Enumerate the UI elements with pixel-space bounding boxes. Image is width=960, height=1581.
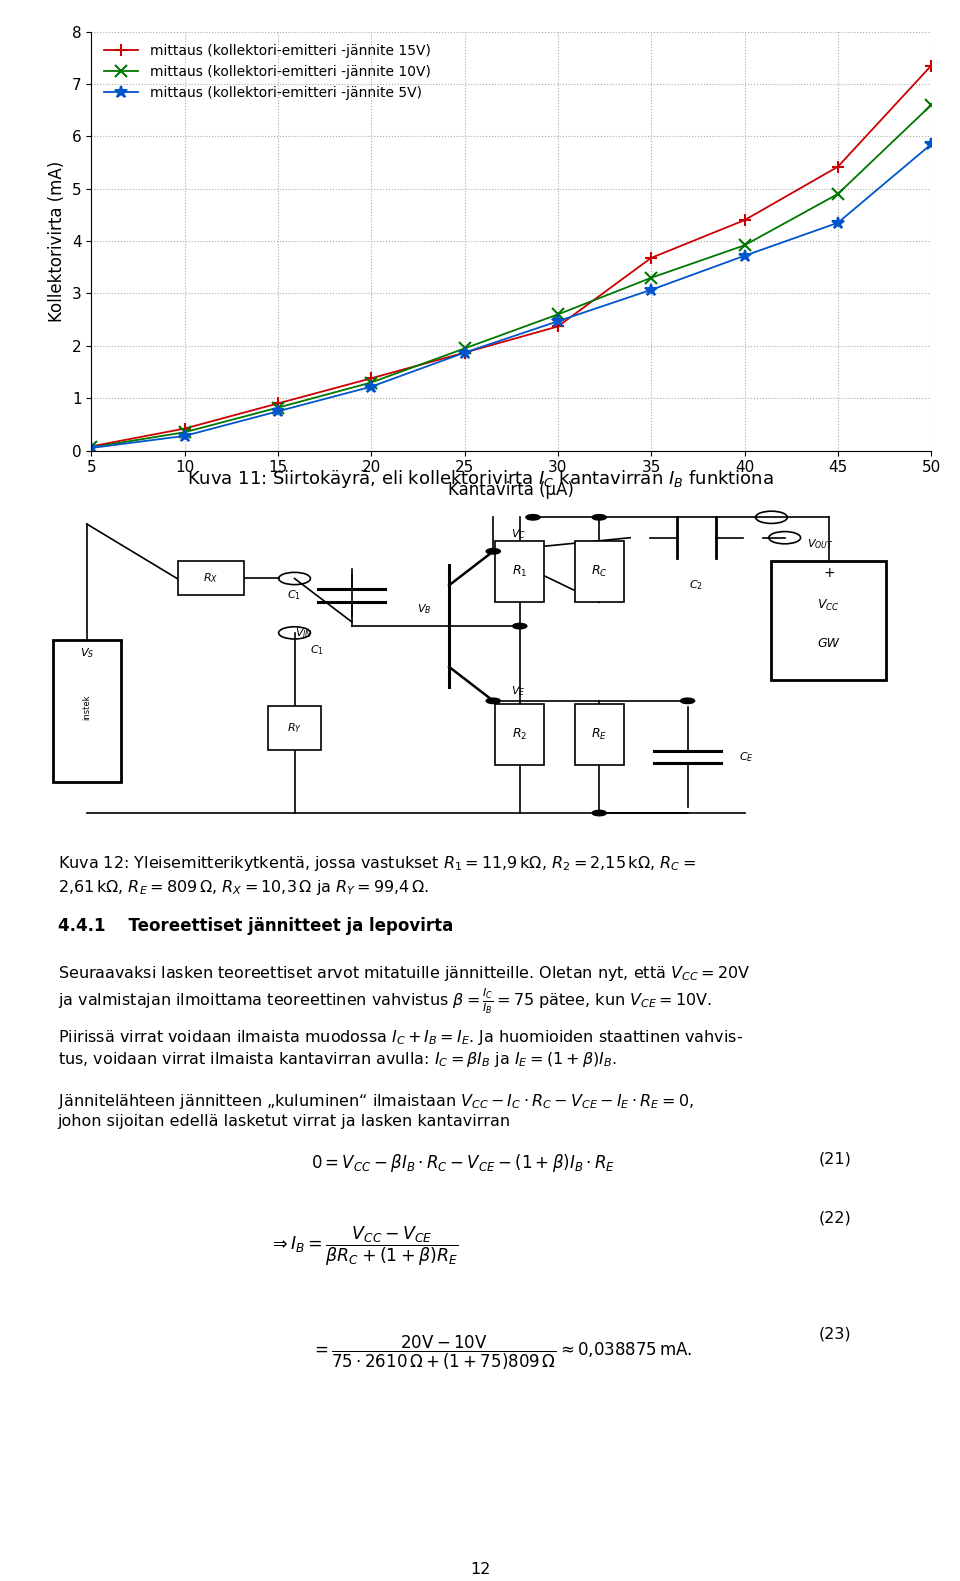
Text: tus, voidaan virrat ilmaista kantavirran avulla: $I_C = \beta I_B$ ja $I_E = (1 : tus, voidaan virrat ilmaista kantavirran… [58, 1050, 616, 1069]
Circle shape [592, 514, 607, 520]
Bar [54, 640, 121, 783]
Text: Piirissä virrat voidaan ilmaista muodossa $I_C + I_B = I_E$. Ja huomioiden staat: Piirissä virrat voidaan ilmaista muodoss… [58, 1028, 743, 1047]
mittaus (kollektori-emitteri -jännite 10V) [85, 438, 97, 457]
Circle shape [681, 699, 695, 704]
Text: $C_E$: $C_E$ [739, 749, 754, 764]
mittaus (kollektori-emitteri -jännite 5V) [459, 343, 470, 362]
Bar [772, 561, 886, 680]
Text: $C_2$: $C_2$ [689, 579, 704, 593]
Text: $V_{IN}$: $V_{IN}$ [295, 626, 312, 640]
mittaus (kollektori-emitteri -jännite 10V) [272, 398, 283, 417]
Text: Jännitelähteen jännitteen „kuluminen“ ilmaistaan $V_{CC} - I_C \cdot R_C - V_{CE: Jännitelähteen jännitteen „kuluminen“ il… [58, 1092, 693, 1111]
Text: $C_1$: $C_1$ [310, 643, 324, 656]
Text: GW: GW [818, 637, 840, 650]
Text: $R_C$: $R_C$ [590, 564, 608, 579]
mittaus (kollektori-emitteri -jännite 10V) [366, 373, 377, 392]
Text: (23): (23) [819, 1326, 852, 1341]
mittaus (kollektori-emitteri -jännite 10V) [552, 305, 564, 324]
Text: Seuraavaksi lasken teoreettiset arvot mitatuille jännitteille. Oletan nyt, että : Seuraavaksi lasken teoreettiset arvot mi… [58, 964, 750, 983]
mittaus (kollektori-emitteri -jännite 15V) [832, 157, 844, 175]
Legend: mittaus (kollektori-emitteri -jännite 15V), mittaus (kollektori-emitteri -jännit: mittaus (kollektori-emitteri -jännite 15… [98, 38, 436, 106]
Text: $V_S$: $V_S$ [80, 647, 94, 661]
Text: $V_E$: $V_E$ [511, 683, 525, 697]
mittaus (kollektori-emitteri -jännite 15V) [85, 436, 97, 455]
Text: $2{,}61\,\mathrm{k\Omega}$, $R_E = 809\,\Omega$, $R_X = 10{,}3\,\Omega$ ja $R_Y : $2{,}61\,\mathrm{k\Omega}$, $R_E = 809\,… [58, 879, 429, 898]
Text: +: + [823, 566, 834, 580]
Text: Kuva 11: Siirtokäyrä, eli kollektorivirta $I_C$ kantavirran $I_B$ funktiona: Kuva 11: Siirtokäyrä, eli kollektorivirt… [186, 468, 774, 490]
Line: mittaus (kollektori-emitteri -jännite 5V): mittaus (kollektori-emitteri -jännite 5V… [84, 138, 938, 454]
mittaus (kollektori-emitteri -jännite 5V) [366, 378, 377, 397]
mittaus (kollektori-emitteri -jännite 10V) [179, 422, 190, 441]
Text: $R_E$: $R_E$ [591, 727, 608, 743]
Bar [575, 541, 624, 602]
mittaus (kollektori-emitteri -jännite 5V) [645, 280, 657, 299]
mittaus (kollektori-emitteri -jännite 5V) [179, 427, 190, 446]
mittaus (kollektori-emitteri -jännite 15V) [739, 210, 751, 229]
Text: $R_Y$: $R_Y$ [287, 721, 302, 735]
Text: instek: instek [83, 696, 91, 721]
mittaus (kollektori-emitteri -jännite 10V) [739, 236, 751, 255]
Text: 4.4.1    Teoreettiset jännitteet ja lepovirta: 4.4.1 Teoreettiset jännitteet ja lepovir… [58, 917, 453, 934]
Text: $= \dfrac{20\mathrm{V} - 10\mathrm{V}}{75 \cdot 2610\,\Omega + (1 + 75)809\,\Ome: $= \dfrac{20\mathrm{V} - 10\mathrm{V}}{7… [311, 1334, 692, 1372]
Text: ja valmistajan ilmoittama teoreettinen vahvistus $\beta = \frac{I_C}{I_B} = 75$ : ja valmistajan ilmoittama teoreettinen v… [58, 987, 711, 1015]
mittaus (kollektori-emitteri -jännite 5V) [739, 247, 751, 266]
Circle shape [486, 699, 500, 704]
Text: $C_1$: $C_1$ [287, 588, 300, 602]
Text: (21): (21) [819, 1153, 852, 1167]
mittaus (kollektori-emitteri -jännite 5V) [832, 213, 844, 232]
mittaus (kollektori-emitteri -jännite 10V) [925, 95, 937, 114]
mittaus (kollektori-emitteri -jännite 10V) [459, 338, 470, 357]
mittaus (kollektori-emitteri -jännite 5V) [552, 311, 564, 330]
mittaus (kollektori-emitteri -jännite 15V) [645, 248, 657, 267]
Circle shape [486, 549, 500, 553]
Text: $R_1$: $R_1$ [512, 564, 527, 579]
mittaus (kollektori-emitteri -jännite 15V) [925, 57, 937, 76]
X-axis label: Kantavirta (μA): Kantavirta (μA) [448, 481, 574, 500]
mittaus (kollektori-emitteri -jännite 15V) [366, 368, 377, 387]
mittaus (kollektori-emitteri -jännite 10V) [832, 185, 844, 204]
mittaus (kollektori-emitteri -jännite 10V) [645, 269, 657, 288]
Text: johon sijoitan edellä lasketut virrat ja lasken kantavirran: johon sijoitan edellä lasketut virrat ja… [58, 1115, 511, 1129]
Line: mittaus (kollektori-emitteri -jännite 15V): mittaus (kollektori-emitteri -jännite 15… [85, 60, 937, 452]
Text: $R_X$: $R_X$ [203, 572, 218, 585]
Circle shape [526, 514, 540, 520]
mittaus (kollektori-emitteri -jännite 5V) [272, 402, 283, 421]
Text: $V_{CC}$: $V_{CC}$ [818, 598, 840, 613]
Text: Kuva 12: Yleisemitterikytkentä, jossa vastukset $R_1 = 11{,}9\,\mathrm{k\Omega}$: Kuva 12: Yleisemitterikytkentä, jossa va… [58, 854, 695, 873]
Bar [495, 704, 544, 765]
Text: $\Rightarrow I_B = \dfrac{V_{CC} - V_{CE}}{\beta R_C + (1 + \beta)R_E}$: $\Rightarrow I_B = \dfrac{V_{CC} - V_{CE… [269, 1225, 458, 1268]
Text: $V_B$: $V_B$ [417, 602, 431, 617]
Text: $R_2$: $R_2$ [512, 727, 527, 743]
Text: (22): (22) [819, 1209, 852, 1225]
mittaus (kollektori-emitteri -jännite 5V) [925, 134, 937, 153]
Bar [575, 704, 624, 765]
mittaus (kollektori-emitteri -jännite 15V) [272, 394, 283, 413]
Text: 12: 12 [469, 1562, 491, 1578]
Circle shape [513, 623, 527, 629]
mittaus (kollektori-emitteri -jännite 5V) [85, 438, 97, 457]
Y-axis label: Kollektorivirta (mA): Kollektorivirta (mA) [48, 161, 66, 321]
mittaus (kollektori-emitteri -jännite 15V) [459, 343, 470, 362]
mittaus (kollektori-emitteri -jännite 15V) [552, 316, 564, 335]
Bar [178, 561, 244, 596]
Circle shape [592, 811, 607, 816]
Bar [495, 541, 544, 602]
mittaus (kollektori-emitteri -jännite 15V) [179, 419, 190, 438]
Line: mittaus (kollektori-emitteri -jännite 10V): mittaus (kollektori-emitteri -jännite 10… [85, 100, 937, 454]
Bar [268, 707, 321, 749]
Text: $0 = V_{CC} - \beta I_B \cdot R_C - V_{CE} - (1 + \beta)I_B \cdot R_E$: $0 = V_{CC} - \beta I_B \cdot R_C - V_{C… [311, 1153, 615, 1175]
Text: $V_{OUT}$: $V_{OUT}$ [806, 538, 833, 552]
Text: $V_C$: $V_C$ [511, 528, 526, 541]
